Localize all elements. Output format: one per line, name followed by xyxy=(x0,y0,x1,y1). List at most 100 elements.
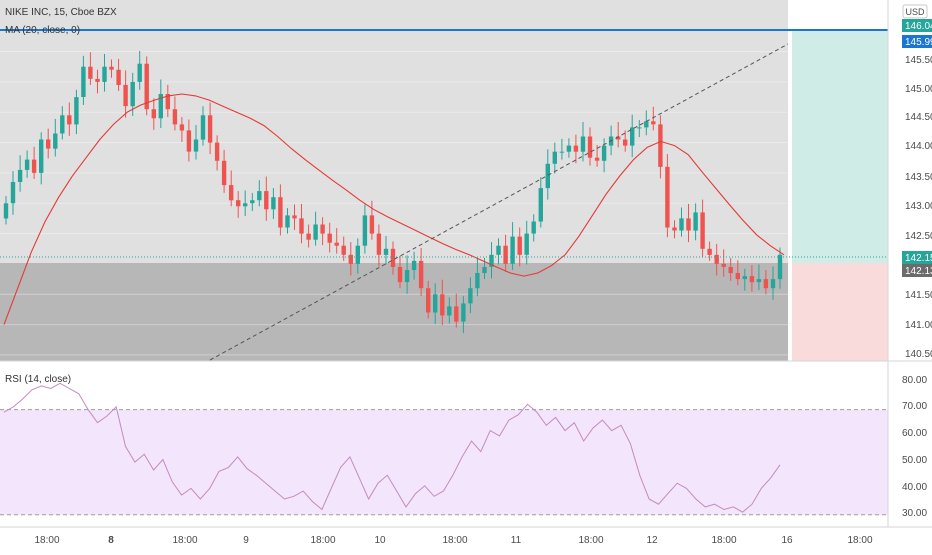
candle-bull[interactable] xyxy=(60,115,65,134)
candle-bear[interactable] xyxy=(665,166,670,228)
candle-bear[interactable] xyxy=(334,242,339,246)
loss-zone[interactable] xyxy=(792,263,888,361)
candle-bull[interactable] xyxy=(644,121,649,128)
candle-bull[interactable] xyxy=(552,151,557,164)
candle-bull[interactable] xyxy=(313,224,318,240)
rsi-line[interactable] xyxy=(3,382,781,513)
candle-bear[interactable] xyxy=(46,139,51,149)
candle-bear[interactable] xyxy=(658,124,663,167)
candle-bull[interactable] xyxy=(81,66,86,97)
candle-bull[interactable] xyxy=(102,66,107,82)
candle-bull[interactable] xyxy=(74,97,79,125)
candle-bear[interactable] xyxy=(594,157,600,161)
candle-bear[interactable] xyxy=(88,66,93,79)
candle-bull[interactable] xyxy=(637,127,642,129)
candle-bull[interactable] xyxy=(630,127,635,146)
candle-bull[interactable] xyxy=(468,288,473,304)
candle-bear[interactable] xyxy=(735,273,740,280)
candle-bull[interactable] xyxy=(411,260,417,270)
candle-bull[interactable] xyxy=(531,221,536,234)
candle-bear[interactable] xyxy=(207,115,213,143)
trend-line[interactable] xyxy=(209,43,789,361)
candle-bull[interactable] xyxy=(566,145,572,152)
candle-bear[interactable] xyxy=(623,139,628,146)
candle-bull[interactable] xyxy=(756,279,762,283)
candle-bear[interactable] xyxy=(672,227,677,231)
candle-bear[interactable] xyxy=(341,245,346,255)
time-axis-tick-labels[interactable]: 18:00 8 18:00 9 18:00 10 18:00 11 18:00 … xyxy=(34,535,872,546)
candle-bear[interactable] xyxy=(728,267,733,274)
candle-bear[interactable] xyxy=(236,200,241,207)
candle-bear[interactable] xyxy=(172,109,178,125)
candle-bear[interactable] xyxy=(221,160,227,186)
candle-bull[interactable] xyxy=(10,182,16,204)
candle-bear[interactable] xyxy=(397,267,403,283)
candle-bull[interactable] xyxy=(158,94,163,119)
candle-bear[interactable] xyxy=(109,66,114,70)
candle-bear[interactable] xyxy=(278,197,283,228)
candle-bull[interactable] xyxy=(383,248,389,255)
candle-bull[interactable] xyxy=(404,270,410,283)
candle-bull[interactable] xyxy=(243,203,248,207)
candle-bear[interactable] xyxy=(95,78,100,82)
candle-bear[interactable] xyxy=(651,121,656,125)
candle-bear[interactable] xyxy=(214,142,220,161)
candle-bear[interactable] xyxy=(714,254,719,264)
candle-bear[interactable] xyxy=(306,233,311,240)
candle-bear[interactable] xyxy=(299,218,304,234)
candle-bear[interactable] xyxy=(264,191,269,210)
rsi-axis-tick-labels[interactable]: 80.00 70.00 60.00 50.00 40.00 30.00 xyxy=(902,375,927,519)
candle-bear[interactable] xyxy=(116,69,121,85)
candle-bear[interactable] xyxy=(320,224,325,234)
candle-bull[interactable] xyxy=(538,188,543,222)
candle-bear[interactable] xyxy=(390,248,396,267)
candle-bull[interactable] xyxy=(257,191,262,201)
candle-bear[interactable] xyxy=(151,109,156,119)
candle-bear[interactable] xyxy=(165,94,170,110)
candle-bear[interactable] xyxy=(749,276,755,283)
candle-bear[interactable] xyxy=(517,236,522,255)
candle-bull[interactable] xyxy=(461,303,466,322)
candle-bear[interactable] xyxy=(573,145,579,152)
price-axis-tick-labels[interactable]: 145.50 145.00 144.50 144.00 143.50 143.0… xyxy=(905,55,932,360)
candle-bear[interactable] xyxy=(327,233,332,243)
rsi-indicator-label[interactable]: RSI (14, close) xyxy=(5,374,71,385)
candle-bear[interactable] xyxy=(721,263,726,267)
candle-bear[interactable] xyxy=(454,306,459,322)
candle-bull[interactable] xyxy=(580,136,586,152)
candle-bear[interactable] xyxy=(186,130,192,152)
candle-bear[interactable] xyxy=(292,215,297,219)
candle-bull[interactable] xyxy=(24,159,30,170)
candle-bear[interactable] xyxy=(587,136,593,158)
candle-bull[interactable] xyxy=(39,139,44,173)
candle-bull[interactable] xyxy=(271,197,276,210)
candle-bear[interactable] xyxy=(179,124,185,131)
candle-bull[interactable] xyxy=(137,63,142,82)
candle-bear[interactable] xyxy=(418,260,424,289)
ma-line[interactable] xyxy=(3,93,785,325)
candle-bear[interactable] xyxy=(440,294,445,316)
candle-bear[interactable] xyxy=(229,185,234,201)
candle-bear[interactable] xyxy=(123,84,128,107)
candle-bear[interactable] xyxy=(763,279,769,289)
candle-bull[interactable] xyxy=(362,215,368,246)
candle-bull[interactable] xyxy=(250,200,255,204)
candle-bear[interactable] xyxy=(67,115,72,125)
candle-bull[interactable] xyxy=(489,254,494,267)
candle-bull[interactable] xyxy=(559,151,565,153)
symbol-title[interactable]: NIKE INC, 15, Cboe BZX xyxy=(5,7,117,18)
currency-badge[interactable]: USD xyxy=(902,4,928,19)
candle-bull[interactable] xyxy=(545,163,550,189)
candle-bull[interactable] xyxy=(200,115,206,140)
candle-bull[interactable] xyxy=(679,218,684,231)
candle-bull[interactable] xyxy=(3,203,9,219)
ma-indicator-label[interactable]: MA (20, close, 0) xyxy=(5,25,80,36)
candle-bull[interactable] xyxy=(447,306,452,316)
candle-bull[interactable] xyxy=(17,169,23,182)
candle-bear[interactable] xyxy=(707,248,712,255)
candle-bull[interactable] xyxy=(130,81,135,107)
candle-bull[interactable] xyxy=(496,245,501,255)
candle-bull[interactable] xyxy=(770,279,776,289)
candle-bull[interactable] xyxy=(53,133,58,149)
candle-bear[interactable] xyxy=(144,63,149,110)
